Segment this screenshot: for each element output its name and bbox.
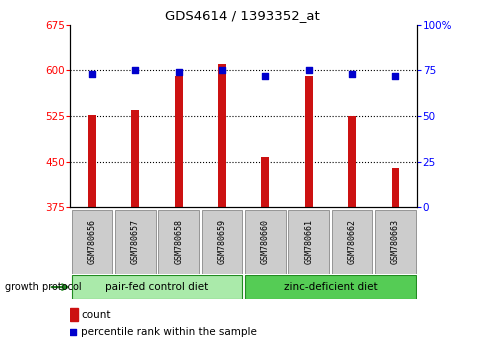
Point bbox=[88, 71, 96, 77]
FancyBboxPatch shape bbox=[374, 210, 415, 274]
Text: GSM780660: GSM780660 bbox=[260, 219, 269, 264]
Bar bbox=[261, 157, 269, 207]
Text: GSM780663: GSM780663 bbox=[390, 219, 399, 264]
Bar bbox=[70, 308, 77, 321]
Point bbox=[131, 68, 139, 73]
Text: GDS4614 / 1393352_at: GDS4614 / 1393352_at bbox=[165, 9, 319, 22]
Text: pair-fed control diet: pair-fed control diet bbox=[105, 282, 208, 292]
Point bbox=[70, 329, 77, 335]
Bar bbox=[174, 76, 182, 207]
Bar bbox=[131, 110, 139, 207]
Text: zinc-deficient diet: zinc-deficient diet bbox=[283, 282, 377, 292]
FancyBboxPatch shape bbox=[331, 210, 372, 274]
Text: GSM780657: GSM780657 bbox=[131, 219, 139, 264]
Point bbox=[218, 68, 226, 73]
Text: percentile rank within the sample: percentile rank within the sample bbox=[81, 327, 257, 337]
Bar bbox=[391, 167, 398, 207]
Bar bbox=[88, 115, 96, 207]
Point bbox=[391, 73, 398, 79]
Bar bbox=[218, 64, 226, 207]
Point bbox=[174, 69, 182, 75]
FancyBboxPatch shape bbox=[288, 210, 329, 274]
FancyBboxPatch shape bbox=[72, 210, 112, 274]
Bar bbox=[304, 76, 312, 207]
Text: count: count bbox=[81, 310, 110, 320]
Text: GSM780661: GSM780661 bbox=[303, 219, 313, 264]
FancyBboxPatch shape bbox=[244, 275, 415, 299]
FancyBboxPatch shape bbox=[158, 210, 198, 274]
Point bbox=[348, 71, 355, 77]
FancyBboxPatch shape bbox=[244, 210, 285, 274]
Text: GSM780659: GSM780659 bbox=[217, 219, 226, 264]
Point bbox=[304, 68, 312, 73]
FancyBboxPatch shape bbox=[72, 275, 242, 299]
Text: GSM780662: GSM780662 bbox=[347, 219, 356, 264]
FancyBboxPatch shape bbox=[201, 210, 242, 274]
Text: growth protocol: growth protocol bbox=[5, 282, 81, 292]
Text: GSM780658: GSM780658 bbox=[174, 219, 183, 264]
Bar bbox=[348, 116, 355, 207]
FancyBboxPatch shape bbox=[115, 210, 155, 274]
Text: GSM780656: GSM780656 bbox=[87, 219, 96, 264]
Point bbox=[261, 73, 269, 79]
